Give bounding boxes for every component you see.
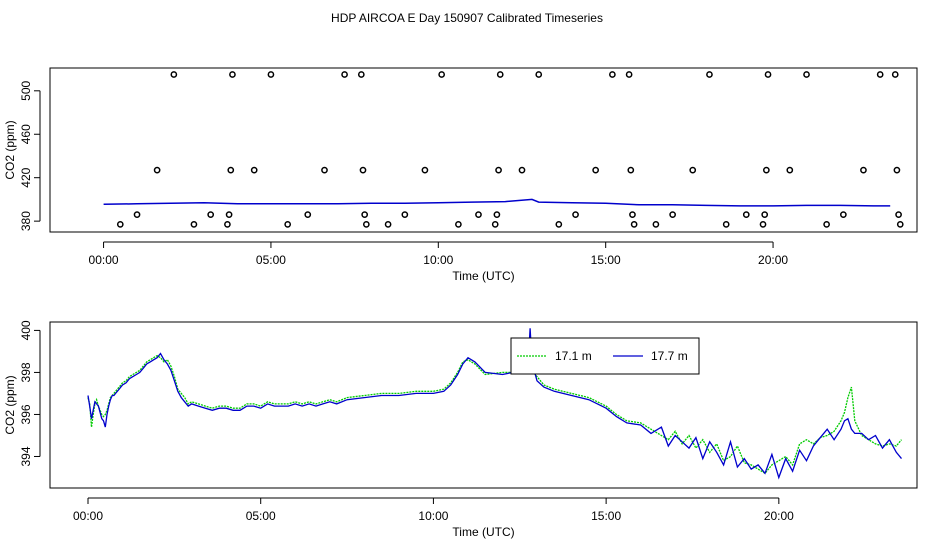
data-point xyxy=(896,221,904,228)
data-point xyxy=(207,211,215,218)
data-point xyxy=(759,221,767,228)
data-point xyxy=(475,211,482,218)
plot-area xyxy=(87,328,903,480)
data-point xyxy=(625,71,633,78)
data-point xyxy=(555,221,563,228)
x-tick-label: 05:00 xyxy=(256,253,286,267)
data-point xyxy=(361,211,369,218)
data-point xyxy=(250,166,258,174)
data-point xyxy=(706,71,713,78)
data-point xyxy=(518,166,526,174)
data-point xyxy=(860,166,867,174)
lower-line-panel: 00:00 05:00 10:00 15:00 20:00 Time (UTC) 394 39… xyxy=(3,320,918,539)
data-point xyxy=(116,221,124,228)
data-point xyxy=(153,166,161,174)
x-tick-label: 00:00 xyxy=(73,509,103,523)
data-point xyxy=(384,221,392,228)
data-point xyxy=(170,71,178,78)
plot-frame xyxy=(49,67,918,233)
data-point xyxy=(761,211,769,218)
data-point xyxy=(763,166,770,174)
data-point xyxy=(840,211,847,218)
data-point xyxy=(229,71,236,78)
data-point xyxy=(190,221,198,228)
y-tick-label: 398 xyxy=(19,362,33,382)
data-point xyxy=(359,166,367,174)
x-tick-label: 10:00 xyxy=(423,253,453,267)
data-point xyxy=(652,221,660,228)
y-axis-label: CO2 (ppm) xyxy=(3,375,17,434)
data-point xyxy=(401,211,409,218)
data-point xyxy=(496,71,504,78)
co2-baseline-line xyxy=(103,198,891,207)
x-tick-label: 00:00 xyxy=(89,253,119,267)
data-point xyxy=(491,221,499,228)
data-point xyxy=(357,71,365,78)
y-axis-label: CO2 (ppm) xyxy=(3,120,17,179)
data-point xyxy=(493,211,501,218)
legend: 17.1 m 17.7 m xyxy=(510,337,700,375)
data-point xyxy=(421,166,429,174)
x-axis-label: Time (UTC) xyxy=(452,269,514,283)
data-point xyxy=(592,166,599,174)
y-tick-label: 380 xyxy=(19,211,33,231)
y-tick-label: 396 xyxy=(19,404,33,424)
data-point xyxy=(764,71,772,78)
data-point xyxy=(304,211,312,218)
series-line-1 xyxy=(87,354,903,475)
chart-title: HDP AIRCOA E Day 150907 Calibrated Times… xyxy=(331,11,603,25)
data-point xyxy=(627,166,635,174)
data-point xyxy=(267,71,275,78)
data-point xyxy=(689,166,697,174)
legend-label: 17.7 m xyxy=(651,349,688,363)
x-tick-label: 20:00 xyxy=(758,253,788,267)
data-point xyxy=(876,71,884,78)
data-point xyxy=(629,211,636,218)
data-point xyxy=(535,71,543,78)
data-point xyxy=(891,71,899,78)
data-point xyxy=(803,71,810,78)
data-point xyxy=(362,221,370,228)
x-tick-label: 15:00 xyxy=(591,253,621,267)
legend-label: 17.1 m xyxy=(555,349,592,363)
y-tick-label: 420 xyxy=(19,167,33,187)
data-point xyxy=(786,166,794,174)
plot-frame xyxy=(49,321,918,489)
series-line-2 xyxy=(87,328,903,480)
data-point xyxy=(341,71,348,78)
data-point xyxy=(572,211,579,218)
data-point xyxy=(438,71,446,78)
data-point xyxy=(893,166,901,174)
data-point xyxy=(321,166,328,174)
x-tick-label: 05:00 xyxy=(246,509,276,523)
data-point xyxy=(455,221,462,228)
x-tick-label: 15:00 xyxy=(591,509,621,523)
data-point xyxy=(224,221,231,228)
data-point xyxy=(495,166,502,174)
x-tick-label: 10:00 xyxy=(418,509,448,523)
data-point xyxy=(823,221,830,228)
data-point xyxy=(284,221,292,228)
plot-area xyxy=(103,71,904,228)
data-point xyxy=(895,211,902,218)
data-point xyxy=(722,221,730,228)
data-point xyxy=(630,221,638,228)
data-point xyxy=(742,211,750,218)
data-point xyxy=(225,211,233,218)
upper-scatter-panel: 00:00 05:00 10:00 15:00 20:00 Time (UTC) 380 42… xyxy=(3,67,918,283)
data-point xyxy=(227,166,235,174)
x-tick-label: 20:00 xyxy=(764,509,794,523)
y-tick-label: 394 xyxy=(19,446,33,466)
data-point xyxy=(133,211,141,218)
y-tick-label: 400 xyxy=(19,320,33,340)
x-axis-label: Time (UTC) xyxy=(452,525,514,539)
data-point xyxy=(609,71,616,78)
y-tick-label: 460 xyxy=(19,124,33,144)
y-tick-label: 500 xyxy=(19,80,33,100)
data-point xyxy=(669,211,676,218)
